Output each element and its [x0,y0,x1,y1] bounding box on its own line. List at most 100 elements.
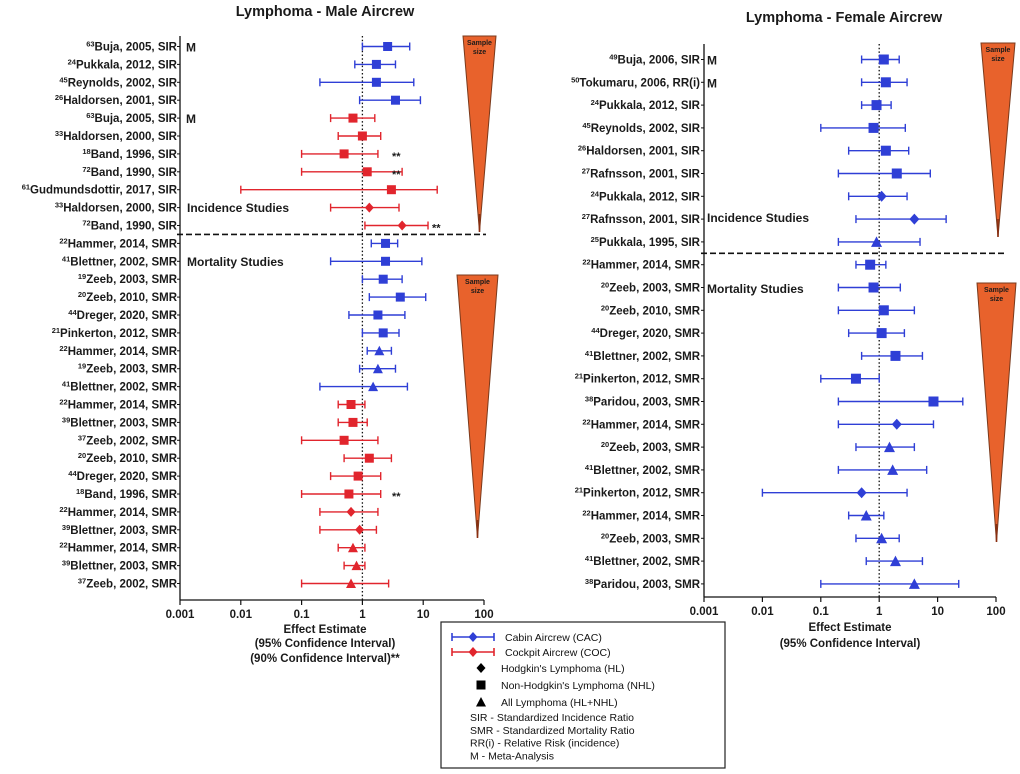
meta-analysis-flag: M [186,112,196,126]
reference-number: 26 [55,93,63,102]
study-name: Dreger, 2020, SMR [77,471,178,483]
legend-item: Hodgkin's Lymphoma (HL) [476,663,625,675]
female-study-row: 45Reynolds, 2002, SIR [582,121,907,135]
study-label: 20Zeeb, 2010, SMR [78,451,178,465]
sample-size-label: Sample [467,40,492,47]
sample-size-wedge [976,282,1017,543]
estimate-triangle [876,532,888,544]
reference-number: 22 [59,541,67,550]
reference-number: 22 [582,509,590,518]
male-x-tick-label: 0.1 [294,609,311,621]
female-study-row: 21Pinkerton, 2012, SMR [575,372,880,386]
study-name: Hammer, 2014, SMR [591,511,701,523]
male-x-tick-label: 0.001 [166,609,195,621]
female-study-row: 22Hammer, 2014, SMR [582,509,885,523]
reference-number: 27 [582,212,590,221]
sample-size-label: size [473,49,486,56]
reference-number: 49 [609,53,617,62]
legend-diamond [468,632,478,642]
estimate-diamond [364,202,374,213]
ci-90-flag: ** [392,169,401,181]
study-label: 22Hammer, 2014, SMR [59,541,177,555]
ci-90-flag: ** [432,223,441,235]
study-name: Zeeb, 2002, SMR [86,435,177,447]
male-study-row: 63Buja, 2005, SIR M [86,111,376,126]
legend-item: All Lymphoma (HL+NHL) [476,697,618,709]
female-study-row: 20Zeeb, 2010, SMR [601,303,916,317]
study-name: Rafnsson, 2001, SIR [590,214,701,226]
study-label: 72Band, 1990, SIR [82,219,177,233]
male-study-row: 22Hammer, 2014, SMR [59,505,379,519]
study-name: Pukkala, 2012, SIR [76,59,178,71]
reference-number: 63 [86,111,94,120]
reference-number: 39 [62,559,70,568]
study-label: 20Zeeb, 2010, SMR [78,290,178,304]
male-study-row: 24Pukkala, 2012, SIR [68,57,397,71]
estimate-square [357,131,367,141]
female-study-row: 41Blettner, 2002, SMR [585,463,928,477]
study-label: 38Paridou, 2003, SMR [585,395,701,409]
reference-number: 44 [68,308,77,317]
study-name: Zeeb, 2003, SMR [86,274,177,286]
reference-number: 21 [575,372,583,381]
estimate-square [378,328,388,338]
study-name: Zeeb, 2003, SMR [609,442,700,454]
study-label: 39Blettner, 2003, SMR [62,523,178,537]
study-name: Blettner, 2002, SMR [70,256,177,268]
legend-text: Cockpit Aircrew (COC) [505,647,611,659]
study-name: Blettner, 2002, SMR [593,351,700,363]
reference-number: 37 [78,577,86,586]
study-name: Hammer, 2014, SMR [591,260,701,272]
study-name: Hammer, 2014, SMR [68,400,178,412]
female-study-row: 20Zeeb, 2003, SMR [601,531,900,545]
legend-note: M - Meta-Analysis [470,750,554,762]
study-label: 20Zeeb, 2003, SMR [601,531,701,545]
study-label: 19Zeeb, 2003, SMR [78,362,178,376]
estimate-triangle [908,578,920,589]
study-label: 37Zeeb, 2002, SMR [78,433,178,447]
study-name: Reynolds, 2002, SIR [591,123,701,135]
reference-number: 45 [59,75,67,84]
study-label: 24Pukkala, 2012, SIR [68,57,178,71]
estimate-triangle [887,464,899,475]
female-study-row: 22Hammer, 2014, SMR [582,258,887,272]
female-study-row: 44Dreger, 2020, SMR [591,326,906,340]
study-label: 41Blettner, 2002, SMR [62,380,178,394]
male-study-row: 39Blettner, 2003, SMR [62,523,378,537]
reference-number: 25 [591,235,599,244]
estimate-triangle [889,555,901,567]
male-study-row: 37Zeeb, 2002, SMR [78,577,390,591]
male-study-row: 20Zeeb, 2010, SMR [78,290,427,304]
estimate-square [850,373,861,384]
sample-size-wedge [980,42,1016,238]
male-study-row: 22Hammer, 2014, SMR [59,541,366,555]
legend-diamond [468,647,478,657]
female-study-row: 41Blettner, 2002, SMR [585,554,924,568]
study-label: 22Hammer, 2014, SMR [59,398,177,412]
study-name: Hammer, 2014, SMR [68,238,178,250]
male-study-row: 20Zeeb, 2010, SMR [78,451,393,465]
female-study-row: 41Blettner, 2002, SMR [585,349,924,363]
male-study-row: 44Dreger, 2020, SMR [68,469,382,483]
study-name: Dreger, 2020, SMR [600,328,701,340]
estimate-square [339,435,349,445]
study-name: Blettner, 2003, SMR [70,561,177,573]
study-name: Band, 1990, SIR [91,167,178,179]
male-study-row: 33Haldorsen, 2000, SIR [55,129,382,143]
estimate-square [868,282,879,293]
estimate-square [878,54,889,65]
male-x-axis-subtitle: (95% Confidence Interval) [255,638,396,650]
study-name: Band, 1996, SMR [84,489,177,501]
study-name: Rafnsson, 2001, SIR [590,169,701,181]
reference-number: 38 [585,395,593,404]
estimate-square [381,256,391,266]
reference-number: 41 [62,254,70,263]
estimate-square [395,292,405,302]
male-study-row: 19Zeeb, 2003, SMR [78,362,397,376]
reference-number: 20 [78,290,86,299]
reference-number: 24 [591,98,600,107]
study-name: Buja, 2005, SIR [95,113,178,125]
legend-note: SIR - Standardized Incidence Ratio [470,712,634,724]
study-name: Zeeb, 2010, SMR [86,292,177,304]
reference-number: 39 [62,523,70,532]
